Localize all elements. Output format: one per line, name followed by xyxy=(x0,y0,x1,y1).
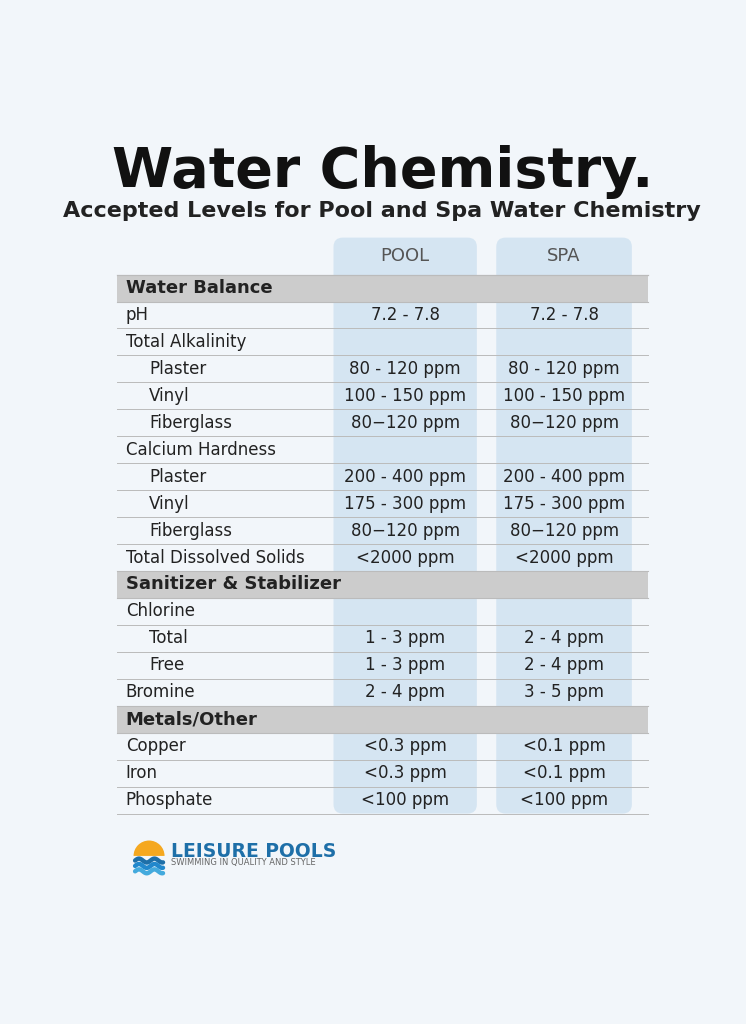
Text: 80 - 120 ppm: 80 - 120 ppm xyxy=(508,359,620,378)
Text: Plaster: Plaster xyxy=(149,468,207,485)
Text: 7.2 - 7.8: 7.2 - 7.8 xyxy=(530,306,598,324)
Text: <0.1 ppm: <0.1 ppm xyxy=(523,764,606,782)
Text: <0.1 ppm: <0.1 ppm xyxy=(523,737,606,755)
Text: Vinyl: Vinyl xyxy=(149,495,189,513)
Text: Chlorine: Chlorine xyxy=(126,602,195,621)
Bar xyxy=(116,571,648,598)
Text: Calcium Hardness: Calcium Hardness xyxy=(126,440,276,459)
Text: 3 - 5 ppm: 3 - 5 ppm xyxy=(524,683,604,701)
Text: Sanitizer & Stabilizer: Sanitizer & Stabilizer xyxy=(126,575,341,594)
Text: Copper: Copper xyxy=(126,737,186,755)
Text: pH: pH xyxy=(126,306,148,324)
Text: <2000 ppm: <2000 ppm xyxy=(515,549,613,566)
Text: Accepted Levels for Pool and Spa Water Chemistry: Accepted Levels for Pool and Spa Water C… xyxy=(63,201,701,220)
Text: 100 - 150 ppm: 100 - 150 ppm xyxy=(503,387,625,404)
Text: 2 - 4 ppm: 2 - 4 ppm xyxy=(524,630,604,647)
Text: Vinyl: Vinyl xyxy=(149,387,189,404)
Text: <0.3 ppm: <0.3 ppm xyxy=(364,737,447,755)
Text: 175 - 300 ppm: 175 - 300 ppm xyxy=(344,495,466,513)
Text: Water Balance: Water Balance xyxy=(126,280,272,297)
Text: Plaster: Plaster xyxy=(149,359,207,378)
FancyBboxPatch shape xyxy=(496,238,632,814)
Bar xyxy=(116,706,648,733)
Text: 1 - 3 ppm: 1 - 3 ppm xyxy=(365,630,445,647)
Text: 1 - 3 ppm: 1 - 3 ppm xyxy=(365,656,445,675)
Text: SWIMMING IN QUALITY AND STYLE: SWIMMING IN QUALITY AND STYLE xyxy=(171,858,316,867)
Text: 80−120 ppm: 80−120 ppm xyxy=(351,521,460,540)
Text: 80−120 ppm: 80−120 ppm xyxy=(510,521,618,540)
Text: SPA: SPA xyxy=(548,247,581,265)
Text: 7.2 - 7.8: 7.2 - 7.8 xyxy=(371,306,439,324)
Text: 200 - 400 ppm: 200 - 400 ppm xyxy=(344,468,466,485)
Text: 100 - 150 ppm: 100 - 150 ppm xyxy=(344,387,466,404)
Text: Total Alkalinity: Total Alkalinity xyxy=(126,333,246,351)
Text: 80−120 ppm: 80−120 ppm xyxy=(351,414,460,432)
Text: Iron: Iron xyxy=(126,764,158,782)
FancyBboxPatch shape xyxy=(333,238,477,814)
Text: <0.3 ppm: <0.3 ppm xyxy=(364,764,447,782)
Text: Free: Free xyxy=(149,656,184,675)
Text: Bromine: Bromine xyxy=(126,683,195,701)
Text: Total Dissolved Solids: Total Dissolved Solids xyxy=(126,549,304,566)
Text: 200 - 400 ppm: 200 - 400 ppm xyxy=(503,468,625,485)
Text: Phosphate: Phosphate xyxy=(126,792,213,809)
Text: LEISURE POOLS: LEISURE POOLS xyxy=(171,842,336,861)
Text: Total: Total xyxy=(149,630,188,647)
Text: 175 - 300 ppm: 175 - 300 ppm xyxy=(503,495,625,513)
Text: Metals/Other: Metals/Other xyxy=(126,711,257,728)
Text: POOL: POOL xyxy=(380,247,430,265)
Text: Water Chemistry.: Water Chemistry. xyxy=(112,145,653,199)
Bar xyxy=(116,274,648,301)
Text: Fiberglass: Fiberglass xyxy=(149,521,232,540)
Text: 80−120 ppm: 80−120 ppm xyxy=(510,414,618,432)
Text: <100 ppm: <100 ppm xyxy=(361,792,449,809)
Wedge shape xyxy=(134,841,165,856)
Text: <2000 ppm: <2000 ppm xyxy=(356,549,454,566)
Text: 2 - 4 ppm: 2 - 4 ppm xyxy=(366,683,445,701)
Text: <100 ppm: <100 ppm xyxy=(520,792,608,809)
Text: Fiberglass: Fiberglass xyxy=(149,414,232,432)
Text: 80 - 120 ppm: 80 - 120 ppm xyxy=(349,359,461,378)
Text: 2 - 4 ppm: 2 - 4 ppm xyxy=(524,656,604,675)
